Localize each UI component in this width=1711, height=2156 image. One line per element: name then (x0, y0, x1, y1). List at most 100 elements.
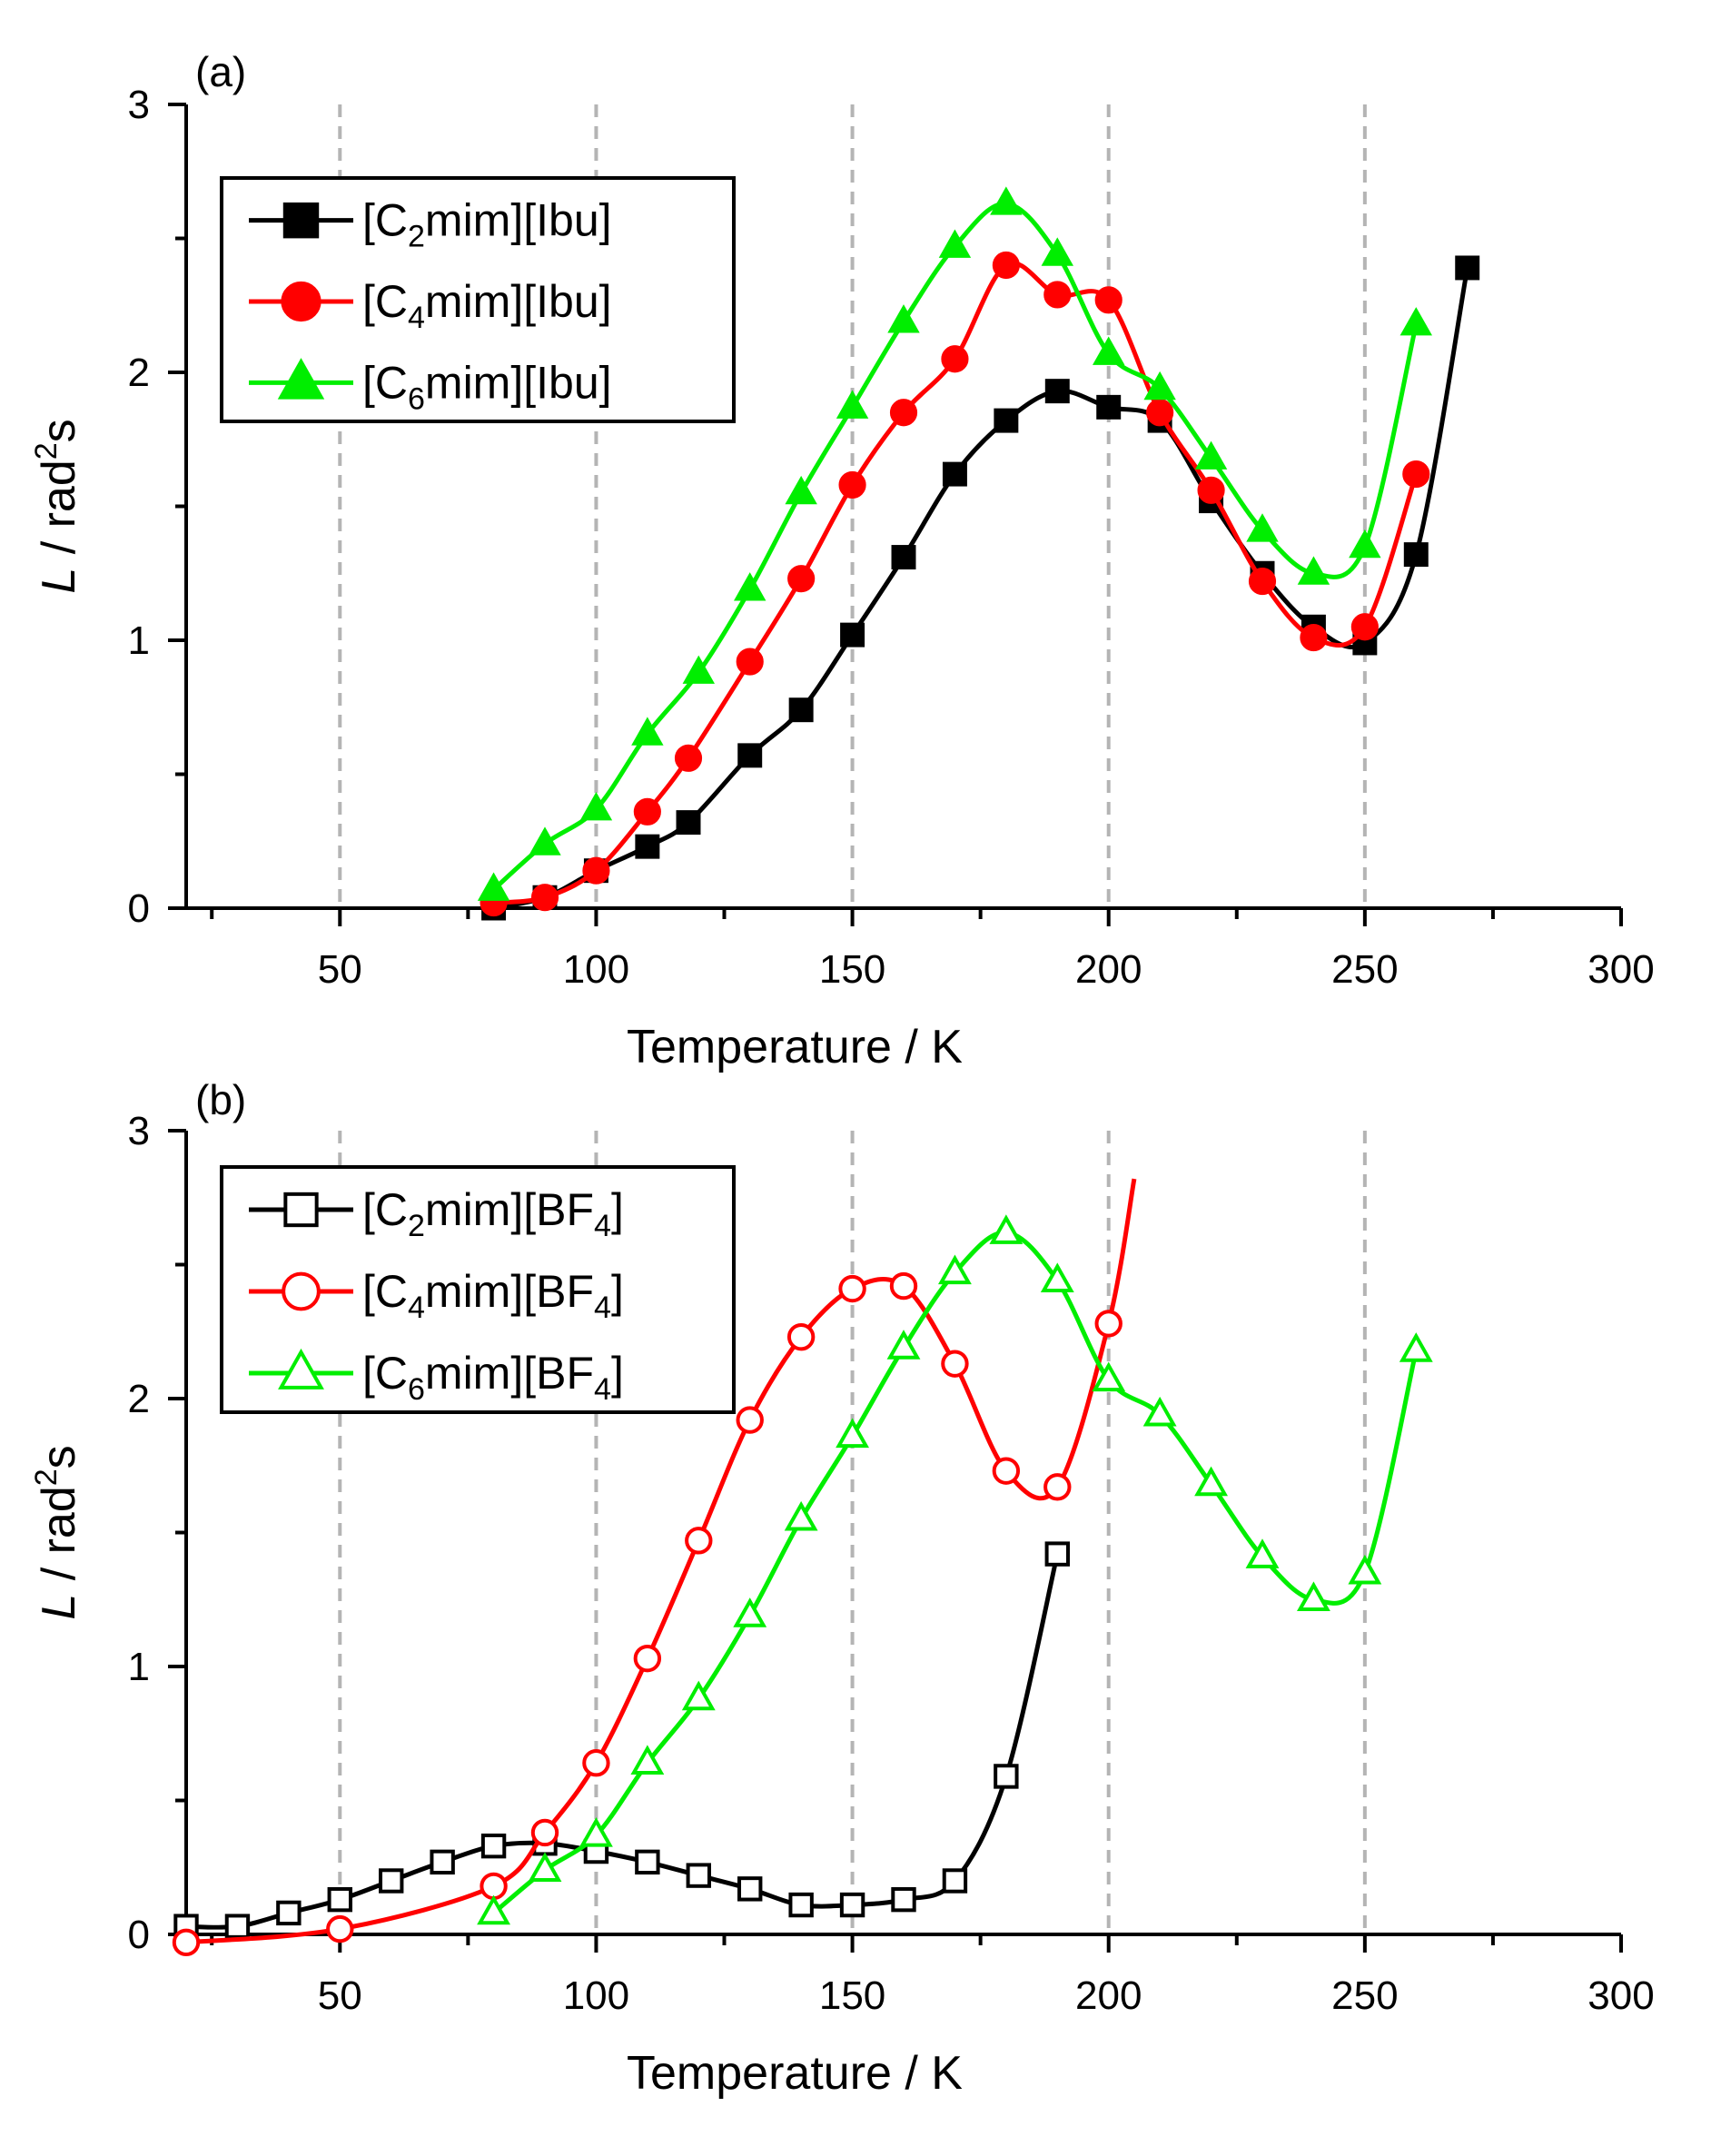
data-point (1455, 255, 1480, 281)
data-point (1093, 336, 1125, 365)
data-point (1040, 1262, 1074, 1292)
data-point (1350, 613, 1379, 641)
data-point (1297, 556, 1330, 585)
legend: [C2mim][Ibu] [C4mim][Ibu] [C6mim][Ibu] (220, 176, 736, 423)
panel-label: (a) (195, 48, 246, 95)
data-point (529, 826, 561, 855)
data-point (1044, 379, 1070, 404)
data-point (942, 1868, 968, 1894)
data-point (733, 1597, 767, 1627)
data-point (788, 1892, 814, 1918)
x-tick-label: 300 (1587, 947, 1654, 992)
data-point (579, 1817, 613, 1847)
legend-label: [C4mim][Ibu] (362, 276, 612, 335)
series-1 (172, 1178, 1137, 1957)
legend-marker (278, 1348, 324, 1390)
data-point (327, 1886, 352, 1913)
data-point (1043, 1473, 1072, 1501)
data-point (1248, 568, 1277, 596)
data-point (224, 1914, 251, 1939)
x-tick-label: 150 (819, 1973, 885, 2018)
data-point (886, 1330, 921, 1360)
legend-label: [C2mim][BF4] (362, 1184, 624, 1243)
legend: [C2mim][BF4] [C4mim][BF4] [C6mim][BF4] (220, 1165, 736, 1414)
data-point (676, 810, 701, 836)
data-point (889, 399, 918, 427)
data-point (276, 1900, 302, 1926)
legend-marker (282, 1271, 321, 1311)
series-0 (173, 1541, 1070, 1939)
data-point (630, 1745, 665, 1775)
legend-marker (282, 202, 320, 239)
data-point (990, 186, 1023, 215)
data-point (1094, 1310, 1123, 1338)
data-point (889, 1271, 918, 1301)
legend-marker (283, 1192, 319, 1228)
data-point (836, 1418, 869, 1449)
data-point (786, 1322, 816, 1351)
data-point (992, 1457, 1021, 1485)
legend-marker (281, 281, 321, 322)
x-tick-label: 50 (318, 1973, 362, 2018)
data-point (582, 856, 610, 885)
data-point (530, 1818, 559, 1847)
data-point (1041, 237, 1073, 266)
data-point (1403, 542, 1429, 568)
data-point (1194, 440, 1228, 470)
data-point (1348, 1554, 1382, 1585)
data-point (1043, 281, 1072, 309)
data-point (838, 470, 866, 499)
data-point (379, 1868, 404, 1894)
series-line (185, 1553, 1060, 1930)
data-point (674, 744, 703, 772)
panel-label: (b) (195, 1076, 246, 1123)
data-point (635, 834, 660, 859)
data-point (994, 408, 1019, 433)
data-point (1194, 1466, 1228, 1497)
data-point (1300, 623, 1328, 652)
x-tick-label: 250 (1331, 1973, 1398, 2018)
panel-a: 50 100 150 200 250 300 0 1 2 3 Temperature / K L / … (29, 48, 1655, 1073)
x-tick-label: 250 (1331, 947, 1398, 992)
data-point (736, 1406, 764, 1434)
x-tick-label: 100 (563, 1973, 629, 2018)
legend-marker (277, 358, 325, 400)
y-tick-label: 0 (128, 1913, 150, 1957)
y-axis-title: L / rad2s (29, 419, 85, 593)
data-point (631, 717, 664, 746)
data-point (839, 1892, 865, 1918)
data-point (430, 1849, 455, 1875)
series-1 (480, 251, 1430, 917)
data-point (1146, 399, 1174, 427)
data-point (941, 1350, 969, 1378)
x-axis-title: Temperature / K (627, 1021, 963, 1073)
x-tick-label: 200 (1075, 947, 1142, 992)
data-point (891, 545, 916, 570)
data-point (1297, 1581, 1330, 1612)
data-point (994, 1764, 1019, 1789)
x-axis-title: Temperature / K (627, 2047, 963, 2100)
series-2 (477, 186, 1432, 901)
data-point (686, 1863, 711, 1888)
y-tick-label: 2 (128, 1377, 150, 1421)
data-point (887, 304, 920, 333)
data-point (1197, 476, 1225, 504)
y-axis-title: L / rad2s (29, 1445, 85, 1619)
data-point (891, 1886, 916, 1913)
data-point (1096, 394, 1122, 420)
data-point (938, 229, 972, 258)
data-point (788, 697, 814, 723)
data-point (938, 1254, 972, 1285)
series-2 (477, 1214, 1433, 1925)
panel-b: 50 100 150 200 250 300 0 1 2 3 Temperature / K L / … (29, 1076, 1655, 2100)
data-point (840, 622, 865, 648)
data-point (579, 792, 613, 821)
x-tick-label: 100 (563, 947, 629, 992)
data-point (737, 1876, 763, 1902)
legend-label: [C4mim][BF4] (362, 1266, 624, 1325)
data-point (1402, 460, 1430, 489)
data-point (1044, 1541, 1070, 1567)
data-point (633, 1644, 662, 1673)
data-point (836, 390, 869, 419)
data-point (682, 655, 715, 684)
